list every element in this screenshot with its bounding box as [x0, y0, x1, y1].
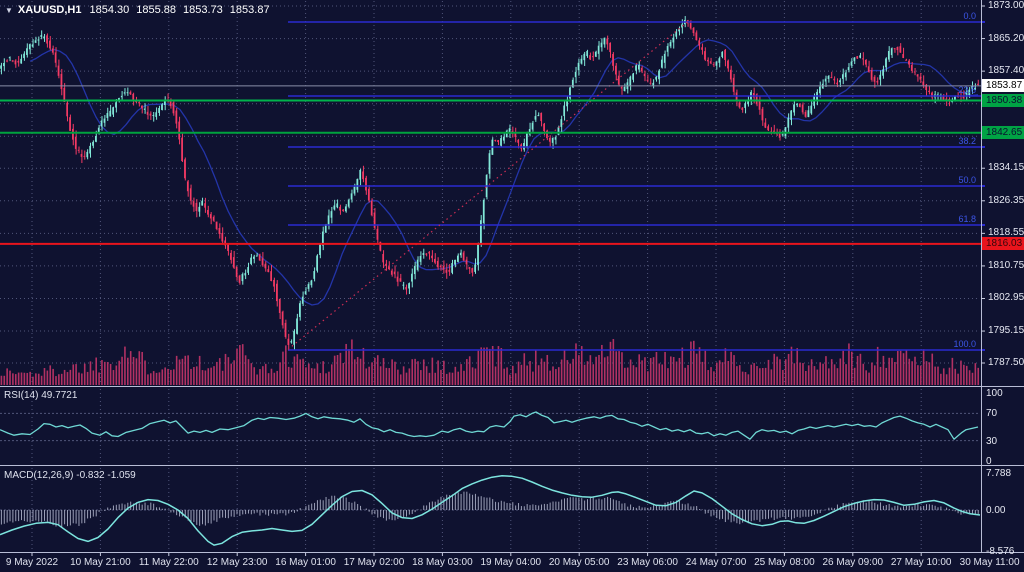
rsi-value: 49.7721 [41, 390, 78, 401]
rsi-indicator-label: RSI(14) 49.7721 [4, 390, 77, 402]
ohlc-close: 1853.87 [229, 4, 270, 16]
ohlc-low: 1853.73 [183, 4, 223, 16]
chart-title: ▼ XAUUSD,H1 1854.30 1855.88 1853.73 1853.87 [5, 4, 277, 17]
rsi-name: RSI(14) [4, 390, 39, 401]
ohlc-open: 1854.30 [89, 4, 130, 16]
macd-name: MACD(12,26,9) [4, 470, 74, 481]
ohlc-high: 1855.88 [136, 4, 177, 16]
symbol-label: XAUUSD,H1 [17, 4, 82, 16]
macd-indicator-label: MACD(12,26,9) -0.832 -1.059 [4, 470, 136, 482]
macd-values: -0.832 -1.059 [76, 470, 136, 481]
symbol-dropdown-icon[interactable]: ▼ [5, 6, 13, 15]
